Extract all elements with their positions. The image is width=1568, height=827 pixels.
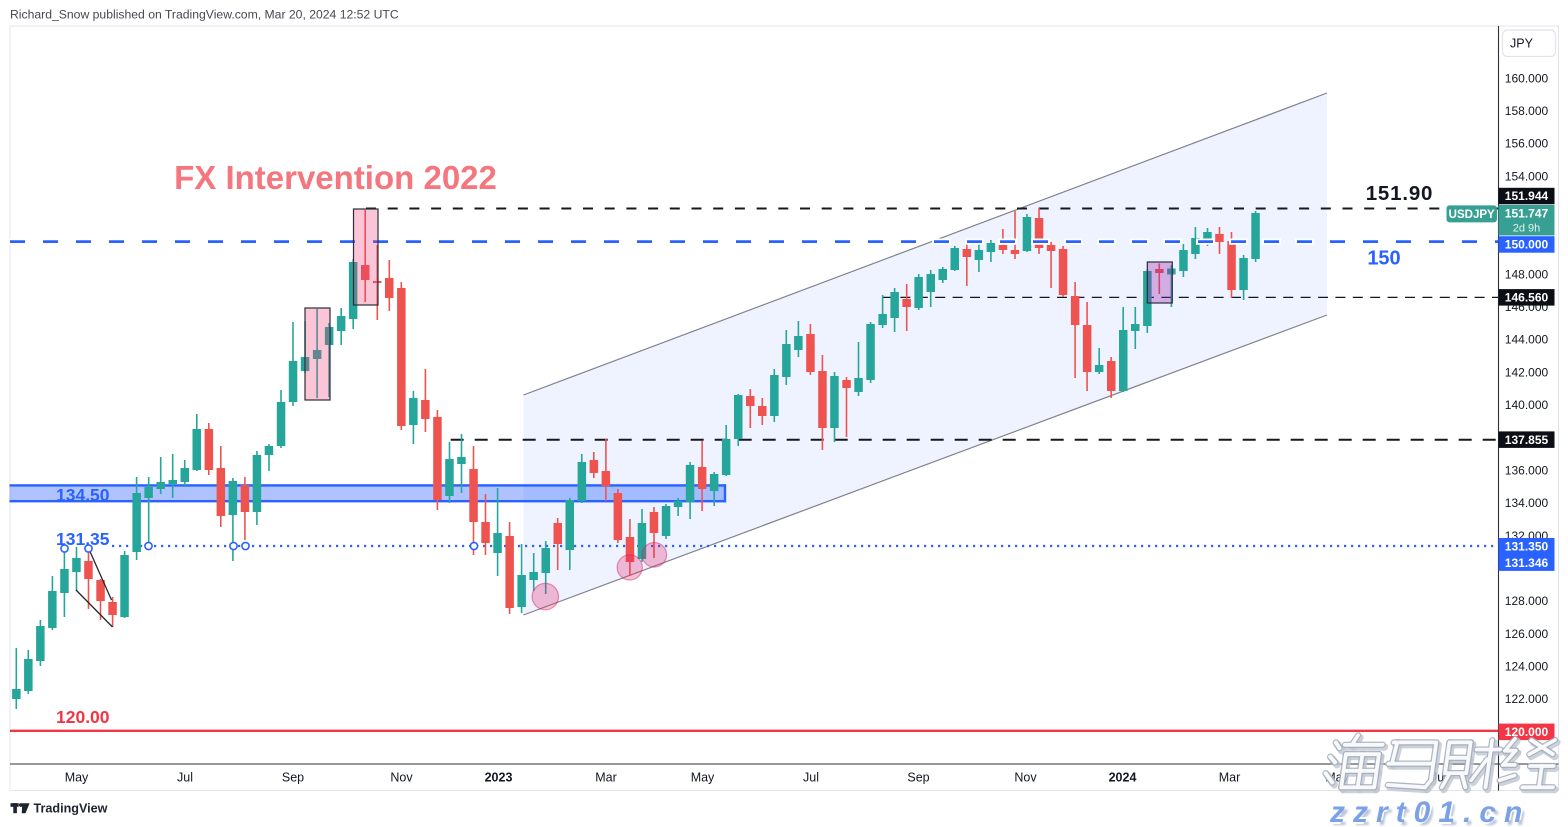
svg-text:2023: 2023	[485, 771, 513, 785]
svg-text:134.50: 134.50	[56, 485, 110, 505]
svg-text:131.35: 131.35	[56, 529, 110, 549]
svg-text:Sep: Sep	[282, 771, 304, 785]
svg-text:131.346: 131.346	[1505, 556, 1549, 570]
svg-text:Jul: Jul	[803, 771, 819, 785]
svg-text:154.000: 154.000	[1505, 169, 1549, 183]
svg-text:128.000: 128.000	[1505, 594, 1549, 608]
svg-text:144.000: 144.000	[1505, 333, 1549, 347]
svg-text:122.000: 122.000	[1505, 692, 1549, 706]
svg-text:FX Intervention 2022: FX Intervention 2022	[174, 159, 497, 196]
svg-text:Mar: Mar	[1219, 771, 1241, 785]
svg-text:136.000: 136.000	[1505, 463, 1549, 477]
svg-text:Richard_Snow published on Trad: Richard_Snow published on TradingView.co…	[10, 8, 399, 22]
svg-text:148.000: 148.000	[1505, 267, 1549, 281]
svg-text:120.00: 120.00	[56, 707, 110, 727]
svg-text:131.350: 131.350	[1505, 539, 1549, 553]
svg-text:158.000: 158.000	[1505, 104, 1549, 118]
svg-text:2024: 2024	[1109, 771, 1137, 785]
svg-text:134.000: 134.000	[1505, 496, 1549, 510]
svg-text:142.000: 142.000	[1505, 365, 1549, 379]
svg-text:151.747: 151.747	[1505, 207, 1549, 221]
svg-text:137.855: 137.855	[1505, 433, 1549, 447]
svg-text:TradingView: TradingView	[34, 802, 108, 816]
svg-text:2d 9h: 2d 9h	[1513, 223, 1541, 235]
svg-text:146.560: 146.560	[1505, 291, 1549, 305]
svg-text:140.000: 140.000	[1505, 398, 1549, 412]
svg-text:151.90: 151.90	[1366, 182, 1434, 205]
svg-text:USDJPY: USDJPY	[1449, 209, 1495, 221]
svg-text:JPY: JPY	[1510, 37, 1534, 51]
svg-text:Jul: Jul	[177, 771, 193, 785]
svg-text:124.000: 124.000	[1505, 660, 1549, 674]
svg-text:156.000: 156.000	[1505, 137, 1549, 151]
svg-text:Mar: Mar	[595, 771, 617, 785]
svg-text:126.000: 126.000	[1505, 627, 1549, 641]
svg-text:Nov: Nov	[1014, 771, 1037, 785]
svg-text:May: May	[65, 771, 89, 785]
svg-text:Sep: Sep	[907, 771, 929, 785]
svg-text:150.000: 150.000	[1505, 238, 1549, 252]
svg-text:May: May	[691, 771, 715, 785]
svg-text:120.000: 120.000	[1505, 725, 1549, 739]
svg-text:151.944: 151.944	[1505, 189, 1549, 203]
svg-text:Nov: Nov	[390, 771, 413, 785]
svg-text:150: 150	[1367, 247, 1400, 269]
svg-text:160.000: 160.000	[1505, 71, 1549, 85]
